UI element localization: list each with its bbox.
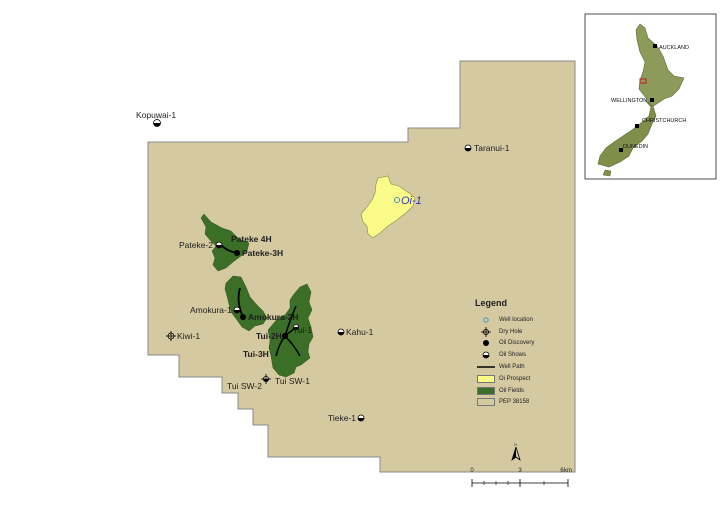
legend-item-well-location: Well location xyxy=(475,314,615,326)
well-oi[interactable] xyxy=(393,196,401,204)
label-tui-1: Tui-1 xyxy=(293,325,312,335)
pep-swatch xyxy=(477,398,495,407)
well-kopuwai[interactable] xyxy=(153,119,161,127)
inset-north-island xyxy=(635,23,685,108)
legend-label: Oil Discovery xyxy=(499,340,535,347)
scale-tick-6: 6 xyxy=(560,468,564,474)
scale-unit: km xyxy=(564,468,572,474)
legend-item-oil-shows: Oil Shows xyxy=(475,349,615,361)
inset-label-christchurch: CHRISTCHURCH xyxy=(642,118,686,124)
label-tui-sw-2: Tui SW-2 xyxy=(227,381,262,391)
well-pateke-3h[interactable] xyxy=(234,250,240,256)
legend: Legend Well location Dry Hole Oil Discov… xyxy=(475,298,615,408)
well-path-icon xyxy=(475,362,497,372)
label-amokura-2h: Amokura-2H xyxy=(248,312,299,322)
legend-label: Well Path xyxy=(499,364,525,371)
north-arrow-icon xyxy=(511,447,521,461)
inset-city-christchurch xyxy=(635,124,639,128)
inset-city-dunedin xyxy=(619,148,623,152)
inset-city-wellington xyxy=(650,98,654,102)
label-amokura-1: Amokura-1 xyxy=(190,305,232,315)
label-kopuwai: Kopuwai-1 xyxy=(136,110,176,120)
well-tieke[interactable] xyxy=(357,414,365,422)
label-pateke-2: Pateke-2 xyxy=(179,240,213,250)
legend-item-oi-prospect: Oi Prospect xyxy=(475,373,615,385)
legend-title: Legend xyxy=(475,298,508,308)
scale-tick-3: 3 xyxy=(518,468,522,474)
well-kiwi[interactable] xyxy=(166,331,176,341)
inset-city-auckland xyxy=(653,44,657,48)
legend-label: Oil Fields xyxy=(499,387,525,394)
legend-label: Dry Hole xyxy=(499,328,523,335)
oil-fields-swatch xyxy=(477,386,495,395)
inset-map[interactable]: AUCKLAND WELLINGTON CHRISTCHURCH DUNEDIN xyxy=(584,13,717,180)
well-taranui[interactable] xyxy=(464,144,472,152)
well-amokura-1[interactable] xyxy=(233,306,241,314)
oil-field-pateke[interactable] xyxy=(200,213,250,272)
legend-item-oil-fields: Oil Fields xyxy=(475,385,615,397)
inset-stewart-island xyxy=(602,169,612,177)
label-tui-sw-1: Tui SW-1 xyxy=(275,376,310,386)
label-pateke-3h: Pateke-3H xyxy=(242,248,283,258)
legend-label: PEP 38158 xyxy=(499,399,530,406)
inset-permit-marker xyxy=(639,78,647,84)
inset-south-island xyxy=(597,99,657,168)
legend-item-oil-discovery: Oil Discovery xyxy=(475,338,615,350)
oi-prospect-area[interactable] xyxy=(360,175,416,239)
legend-label: Oi Prospect xyxy=(499,375,531,382)
well-tui-2h[interactable] xyxy=(282,333,288,339)
dry-hole-icon xyxy=(475,326,497,337)
legend-label: Oil Shows xyxy=(499,352,527,359)
well-kahu[interactable] xyxy=(337,328,345,336)
scale-tick-0: 0 xyxy=(470,468,474,474)
label-tieke: Tieke-1 xyxy=(328,413,356,423)
well-tui-1[interactable] xyxy=(292,323,299,330)
oil-field-tui[interactable] xyxy=(267,283,314,378)
scale-bar: N 0 3 6 km xyxy=(462,442,582,492)
label-taranui: Taranui-1 xyxy=(474,143,510,153)
well-pateke-2[interactable] xyxy=(215,241,223,249)
inset-label-wellington: WELLINGTON xyxy=(611,98,647,104)
label-oi: Oi-1 xyxy=(401,195,422,207)
oil-shows-icon xyxy=(475,350,497,360)
legend-label: Well location xyxy=(499,316,533,323)
inset-label-auckland: AUCKLAND xyxy=(659,45,689,51)
north-label: N xyxy=(514,442,517,447)
well-location-icon xyxy=(475,315,497,325)
label-kiwi: Kiwi-1 xyxy=(177,331,200,341)
well-tui-sw-1[interactable] xyxy=(261,374,271,384)
legend-item-pep: PEP 38158 xyxy=(475,397,615,409)
label-kahu: Kahu-1 xyxy=(346,327,374,337)
label-tui-2h: Tui-2H xyxy=(256,331,282,341)
oil-field-amokura[interactable] xyxy=(224,275,268,332)
label-pateke-4h: Pateke 4H xyxy=(231,234,272,244)
oil-discovery-icon xyxy=(475,338,497,348)
scale-bar-graphic xyxy=(471,479,569,487)
oi-prospect-swatch xyxy=(477,374,495,383)
label-tui-3h: Tui-3H xyxy=(243,349,269,359)
legend-item-dry-hole: Dry Hole xyxy=(475,326,615,338)
permit-area[interactable] xyxy=(147,60,576,473)
legend-item-well-path: Well Path xyxy=(475,361,615,373)
inset-label-dunedin: DUNEDIN xyxy=(623,144,648,150)
well-amokura-2h[interactable] xyxy=(240,314,246,320)
